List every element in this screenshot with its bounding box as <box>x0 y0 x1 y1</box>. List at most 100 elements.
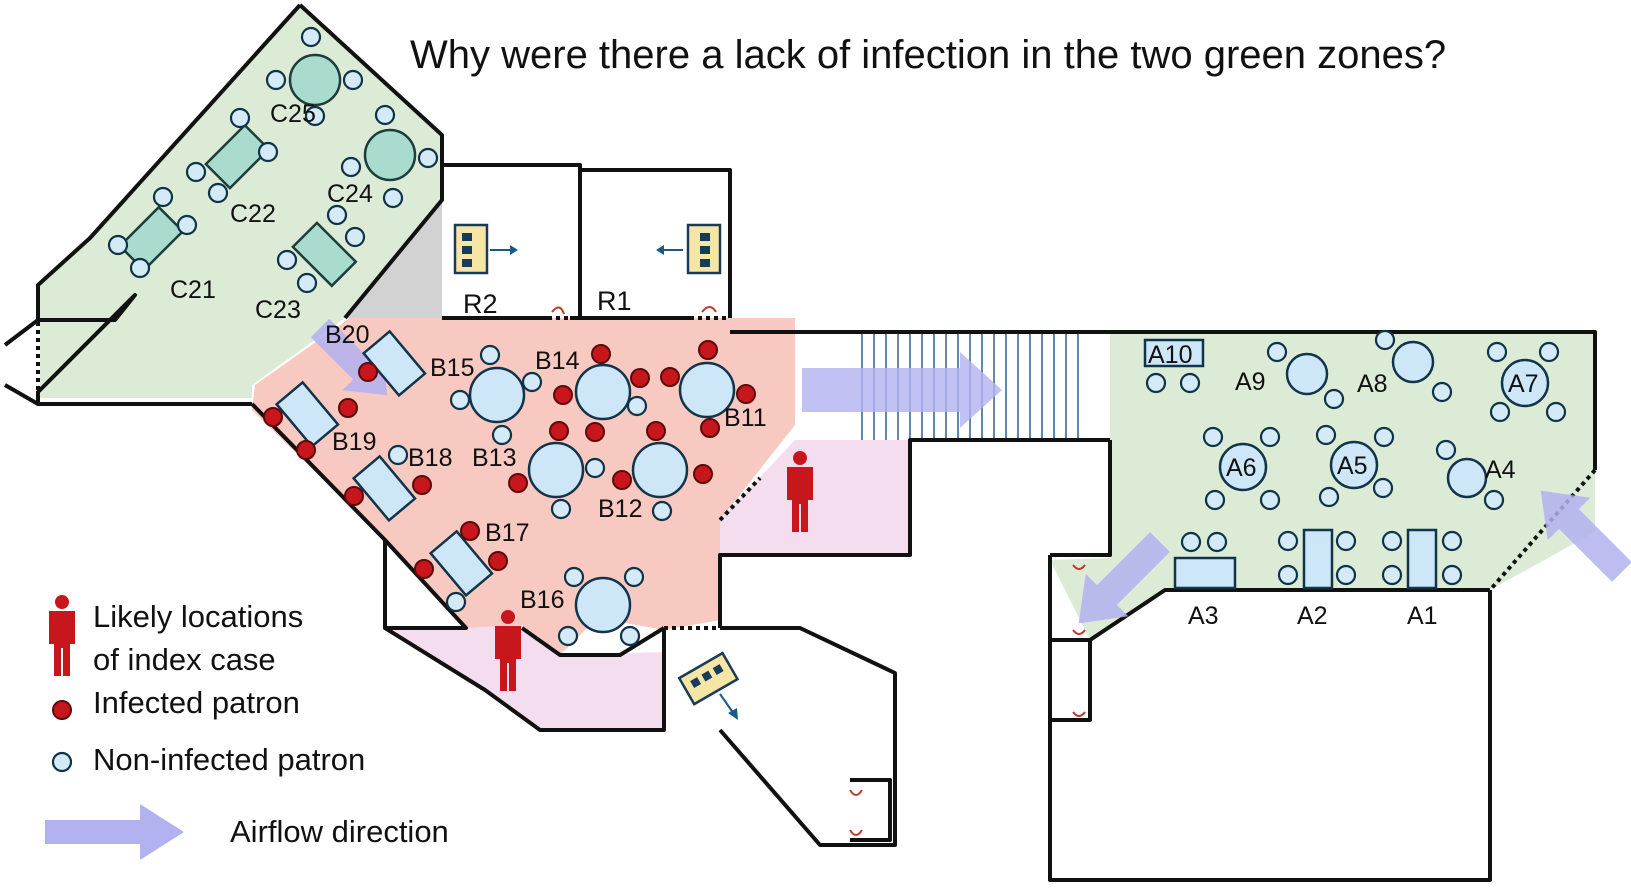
table-label-b11: B11 <box>724 404 767 432</box>
wall-stair-box <box>1050 638 1092 722</box>
legend-infected-marker <box>52 700 72 720</box>
door-swing-icon <box>701 306 717 313</box>
table-label-b14: B14 <box>535 347 580 375</box>
table-label-b15: B15 <box>430 354 474 382</box>
index-case-markers <box>495 451 813 691</box>
airflow-arrow-icon <box>45 804 184 860</box>
pink-zone-lower <box>385 625 664 730</box>
zone-fills <box>40 5 1595 730</box>
air-conditioner-r1 <box>656 223 722 275</box>
table-label-a8: A8 <box>1357 370 1388 398</box>
table-label-b12: B12 <box>598 495 642 523</box>
wall-west-stub-upper <box>3 318 40 347</box>
table-b15 <box>468 366 526 424</box>
legend-index-case-line1: Likely locations <box>93 599 303 634</box>
table-a5 <box>1329 440 1379 490</box>
table-a10 <box>1143 338 1205 368</box>
wall-r1 <box>580 168 732 318</box>
table-b14 <box>574 363 632 421</box>
table-c21 <box>118 205 185 272</box>
table-label-a7: A7 <box>1508 370 1539 398</box>
table-b12 <box>631 441 689 499</box>
table-b20 <box>361 329 427 398</box>
airflow-arrow-icon <box>1078 532 1170 624</box>
table-label-c24: C24 <box>327 180 373 208</box>
wall-a-north <box>1110 330 1597 470</box>
table-b16 <box>574 576 632 634</box>
table-a6 <box>1218 442 1268 492</box>
table-b17 <box>428 529 494 598</box>
table-b19 <box>274 380 340 449</box>
door-swing-icon <box>849 829 863 836</box>
table-label-b19: B19 <box>332 428 376 456</box>
pink-zone-upper <box>720 440 910 555</box>
table-b13 <box>527 441 585 499</box>
air-conditioner-service <box>677 651 740 720</box>
table-label-b18: B18 <box>408 444 452 472</box>
table-a2 <box>1302 528 1334 590</box>
table-label-a6: A6 <box>1226 454 1257 482</box>
table-label-a10: A10 <box>1148 341 1192 369</box>
table-a3 <box>1173 556 1237 590</box>
wall-corridor <box>718 438 1110 628</box>
green-zone-c <box>40 5 442 398</box>
table-a7 <box>1500 358 1550 408</box>
table-label-c25: C25 <box>270 100 316 128</box>
table-label-c21: C21 <box>170 276 216 304</box>
legend-index-case-line2: of index case <box>93 642 276 677</box>
table-label-b20: B20 <box>325 321 369 349</box>
b-zone-furniture <box>263 329 756 647</box>
table-label-c22: C22 <box>230 200 276 228</box>
legend-non-infected: Non-infected patron <box>93 742 365 777</box>
table-a4 <box>1446 457 1488 499</box>
table-label-c23: C23 <box>255 296 301 324</box>
wall-r2 <box>442 163 582 318</box>
wall-c-west <box>36 3 302 406</box>
door-swing-icon <box>1072 564 1086 570</box>
person-icon <box>49 595 75 676</box>
c-zone-furniture <box>107 26 439 294</box>
table-c22 <box>204 123 271 190</box>
legend-airflow: Airflow direction <box>230 814 449 849</box>
legend-infected: Infected patron <box>93 685 300 720</box>
wall-corridor-east <box>1050 440 1112 557</box>
walls <box>3 3 1597 882</box>
table-label-a2: A2 <box>1297 602 1328 630</box>
legend-non-infected-marker <box>51 751 73 773</box>
table-label-b13: B13 <box>472 444 516 472</box>
table-c24 <box>363 128 417 182</box>
a-zone-furniture <box>1143 329 1567 590</box>
wall-c-zone <box>298 3 444 320</box>
wall-west-stub-lower <box>4 383 39 406</box>
table-label-a1: A1 <box>1407 602 1438 630</box>
door-swings <box>551 306 1086 836</box>
table-label-b16: B16 <box>520 586 564 614</box>
table-label-a5: A5 <box>1337 452 1368 480</box>
person-icon <box>787 451 813 532</box>
figure-title: Why were there a lack of infection in th… <box>410 33 1446 77</box>
wall-service <box>718 626 897 847</box>
door-swing-icon <box>1072 711 1086 717</box>
wall-stair-box-2 <box>850 778 892 842</box>
wall-b-south-west <box>250 402 468 630</box>
table-c23 <box>291 221 358 288</box>
table-a9 <box>1285 352 1329 396</box>
door-swing-icon <box>1072 629 1086 635</box>
door-swing-icon <box>551 306 565 315</box>
opening-a-east <box>1488 468 1597 592</box>
door-swing-icon <box>849 789 863 796</box>
wall-pink-lower <box>383 626 666 732</box>
airflow-arrow-icon <box>1540 490 1631 582</box>
table-a1 <box>1406 528 1438 590</box>
room-label-r2: R2 <box>463 289 498 319</box>
person-icon <box>495 610 521 691</box>
airflow-arrow-icon <box>802 352 1002 428</box>
table-label-a3: A3 <box>1188 602 1219 630</box>
table-b11 <box>678 361 736 419</box>
table-c25 <box>288 53 342 107</box>
table-label-a9: A9 <box>1235 368 1266 396</box>
table-b18 <box>351 454 417 523</box>
room-label-r1: R1 <box>597 286 632 316</box>
